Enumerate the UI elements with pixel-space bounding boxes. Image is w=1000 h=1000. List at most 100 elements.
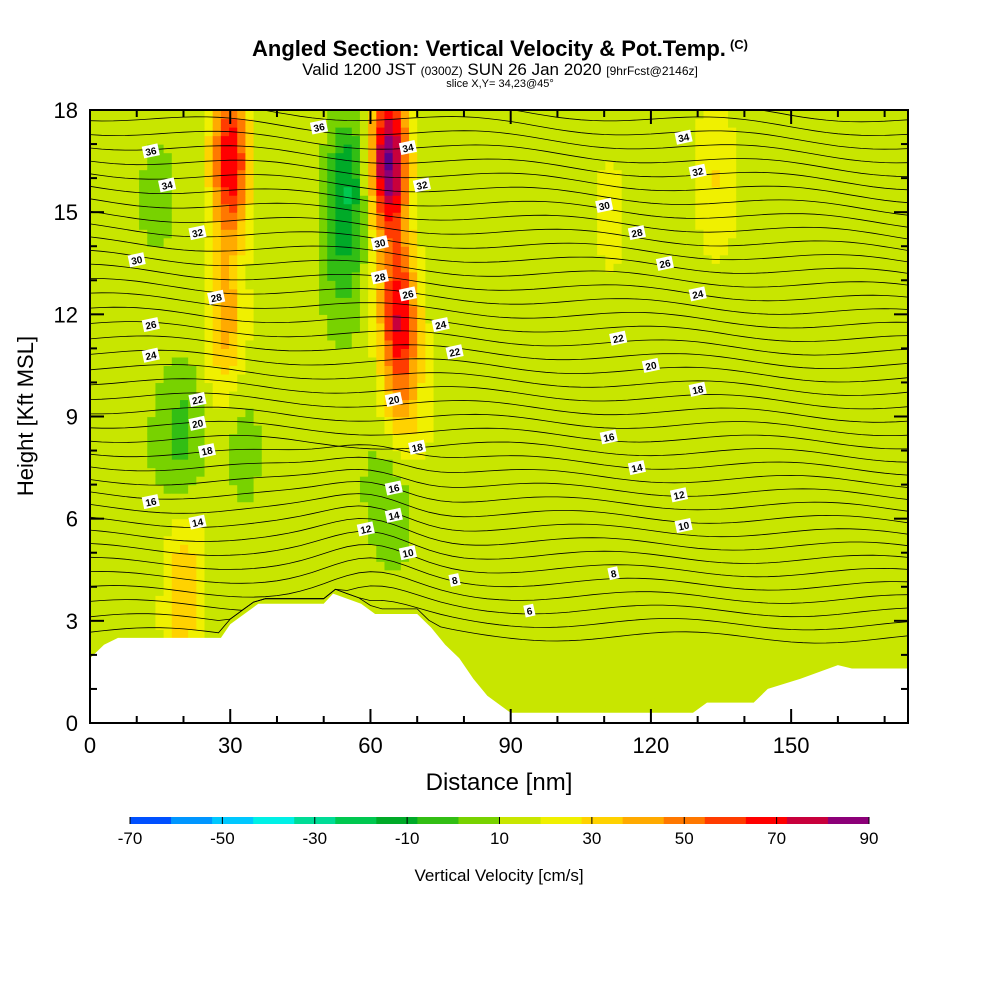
contour-label: 16 bbox=[599, 429, 618, 445]
contour-label: 30 bbox=[370, 235, 389, 251]
contour-label-bg bbox=[384, 480, 403, 496]
isentrope-line bbox=[90, 435, 908, 463]
x-tick-label: 150 bbox=[773, 733, 810, 758]
contour-label-bg bbox=[188, 391, 207, 408]
contour-label-bg bbox=[188, 514, 207, 530]
contour-label: 18 bbox=[197, 443, 216, 459]
contour-label: 10 bbox=[398, 545, 417, 561]
isentrope-line bbox=[90, 349, 908, 383]
colorbar: -70 -50 -30 -10 10 30 50 70 90 bbox=[118, 817, 879, 848]
contour-label-bg bbox=[356, 521, 375, 537]
colorbar-tick-label: -70 bbox=[118, 829, 143, 848]
terrain bbox=[90, 593, 908, 723]
contour-label-text: 26 bbox=[659, 258, 673, 271]
isentrope-line bbox=[90, 223, 908, 263]
contour-label: 14 bbox=[627, 460, 646, 476]
contour-label: 22 bbox=[188, 391, 207, 408]
contour-label-bg bbox=[141, 317, 160, 333]
colorbar-tick-label: 50 bbox=[675, 829, 694, 848]
contour-label-text: 14 bbox=[388, 510, 402, 523]
contour-label: 36 bbox=[141, 143, 160, 159]
contour-label-text: 16 bbox=[603, 432, 617, 445]
contour-label-text: 22 bbox=[448, 347, 462, 360]
contour-label: 28 bbox=[627, 225, 646, 241]
isentrope-line bbox=[90, 210, 908, 251]
contour-label-bg bbox=[309, 119, 329, 135]
colorbar-swatch bbox=[212, 817, 254, 824]
contour-label: 18 bbox=[688, 381, 707, 397]
contour-label-bg bbox=[141, 143, 160, 159]
colorbar-swatch bbox=[622, 817, 665, 824]
isentrope-line bbox=[90, 378, 908, 410]
contour-label-bg bbox=[158, 177, 177, 193]
isentrope-line bbox=[90, 588, 908, 631]
contour-label-bg bbox=[141, 494, 160, 510]
colorbar-swatch bbox=[827, 817, 870, 824]
contour-label-bg bbox=[370, 269, 389, 285]
contour-label-text: 34 bbox=[677, 132, 691, 145]
contour-label-text: 12 bbox=[360, 524, 374, 537]
colorbar-swatch bbox=[417, 817, 459, 824]
contour-label: 8 bbox=[607, 566, 620, 581]
contour-label: 26 bbox=[141, 317, 160, 333]
isentrope-line bbox=[90, 392, 908, 423]
contour-label-bg bbox=[627, 225, 646, 241]
valid-utc: (0300Z) bbox=[420, 64, 463, 78]
contour-label: 14 bbox=[188, 514, 207, 530]
contour-label-text: 32 bbox=[416, 180, 430, 193]
contour-label-bg bbox=[688, 163, 707, 179]
isentrope-line bbox=[90, 116, 908, 164]
contour-label-bg bbox=[398, 545, 417, 561]
contour-label: 22 bbox=[609, 330, 628, 346]
isentrope-line bbox=[90, 306, 908, 342]
contour-label: 34 bbox=[158, 177, 177, 193]
x-tick-label: 60 bbox=[358, 733, 382, 758]
isentrope-line bbox=[90, 278, 908, 315]
contour-label: 24 bbox=[431, 317, 450, 333]
contour-label-text: 32 bbox=[691, 166, 705, 179]
contour-label: 24 bbox=[688, 286, 707, 302]
contour-label-bg bbox=[207, 289, 226, 305]
contour-label-text: 36 bbox=[145, 146, 159, 159]
colorbar-tick-label: 70 bbox=[767, 829, 786, 848]
contour-label-bg bbox=[607, 566, 620, 581]
isentrope-line bbox=[90, 59, 908, 109]
contour-label: 16 bbox=[141, 494, 160, 510]
contour-label: 14 bbox=[384, 507, 403, 523]
contour-label-bg bbox=[431, 317, 450, 333]
isentrope-line bbox=[90, 505, 908, 538]
contour-label-bg bbox=[398, 286, 417, 302]
contour-label-text: 10 bbox=[402, 548, 416, 561]
contour-label-bg bbox=[384, 507, 403, 523]
contour-label: 20 bbox=[384, 391, 403, 408]
isentrope-line bbox=[260, 110, 908, 150]
contour-label-text: 6 bbox=[526, 606, 534, 618]
forecast-info: [9hrFcst@2146z] bbox=[606, 64, 698, 78]
contour-label-text: 16 bbox=[388, 483, 402, 496]
contour-label-bg bbox=[384, 391, 403, 408]
colorbar-label: Vertical Velocity [cm/s] bbox=[414, 866, 583, 885]
isentrope-line bbox=[90, 292, 908, 329]
x-axis-label: Distance [nm] bbox=[426, 769, 573, 796]
contour-label-bg bbox=[669, 487, 689, 503]
contour-label-text: 20 bbox=[645, 360, 659, 373]
isentrope-line bbox=[90, 364, 908, 396]
contour-label-text: 24 bbox=[145, 350, 159, 363]
contour-label-text: 8 bbox=[610, 569, 618, 581]
contour-label-text: 28 bbox=[210, 292, 224, 305]
isentrope-line bbox=[90, 481, 908, 512]
colorbar-swatch bbox=[458, 817, 500, 824]
contour-label-text: 24 bbox=[434, 319, 448, 332]
contour-label-text: 18 bbox=[201, 445, 215, 458]
isentrope-line bbox=[90, 236, 908, 274]
contour-label-text: 30 bbox=[374, 238, 388, 251]
contour-label-text: 10 bbox=[677, 520, 691, 533]
contour-label-bg bbox=[408, 439, 427, 455]
contour-label-text: 8 bbox=[451, 575, 459, 587]
contour-label-text: 28 bbox=[631, 227, 645, 240]
colorbar-tick-label: 90 bbox=[860, 829, 879, 848]
y-tick-label: 0 bbox=[66, 711, 78, 736]
y-tick-label: 12 bbox=[54, 302, 78, 327]
y-tick-label: 3 bbox=[66, 609, 78, 634]
